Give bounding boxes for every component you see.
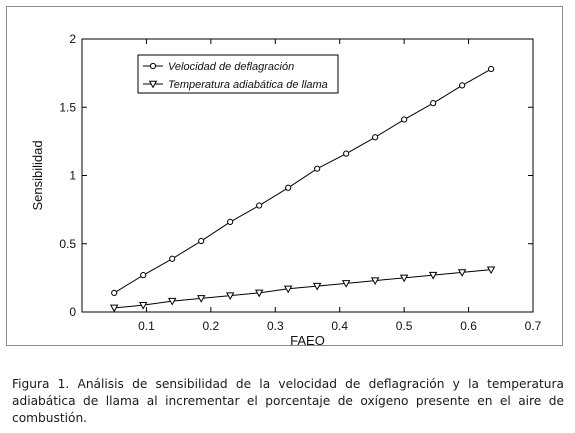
data-point-series-2 (109, 304, 119, 313)
data-point-series-1 (198, 237, 205, 245)
data-point-series-2 (428, 271, 438, 280)
legend-box (137, 54, 339, 94)
figure-frame: 0.1 0.2 0.3 0.4 0.5 0.6 0.7 0 0.5 1 1.5 2 FAEO Sensib… (6, 6, 563, 347)
data-point-series-2 (457, 269, 467, 277)
series-line-2 (114, 269, 492, 309)
data-point-series-1 (227, 218, 234, 226)
data-point-series-1 (169, 255, 176, 262)
y-tick-label: 1 (69, 169, 76, 183)
x-tick-label: 0.7 (525, 319, 542, 333)
data-point-series-2 (399, 274, 409, 283)
data-point-series-1 (285, 184, 292, 191)
data-point-series-2 (225, 292, 235, 301)
data-point-series-1 (459, 82, 466, 89)
data-point-series-2 (196, 295, 206, 303)
data-point-series-2 (138, 301, 148, 310)
data-point-series-2 (312, 282, 322, 291)
y-tick-label: 1.5 (59, 100, 76, 114)
x-tick-label: 0.5 (396, 319, 413, 333)
data-point-series-1 (372, 134, 379, 141)
legend-marker-1 (149, 62, 157, 70)
data-point-series-2 (486, 266, 496, 275)
data-point-series-2 (254, 289, 264, 298)
y-axis-label: Sensibilidad (30, 140, 45, 210)
data-point-series-1 (343, 150, 350, 157)
x-axis-label: FAEO (290, 333, 325, 347)
data-point-series-1 (314, 165, 321, 172)
data-point-series-1 (401, 116, 408, 123)
legend-label-1: Velocidad de deflagración (168, 61, 294, 73)
data-point-series-2 (283, 285, 293, 294)
figure-caption: Figura 1. Análisis de sensibilidad de la… (12, 377, 564, 425)
data-point-series-1 (140, 272, 147, 279)
y-tick-label: 0.5 (59, 237, 76, 251)
line-chart: 0.1 0.2 0.3 0.4 0.5 0.6 0.7 0 0.5 1 1.5 2 FAEO Sensib… (30, 32, 542, 347)
data-point-series-1 (111, 289, 118, 296)
data-point-series-1 (430, 100, 437, 107)
data-point-series-2 (167, 297, 177, 306)
legend-marker-2 (148, 80, 158, 89)
y-tick-label: 2 (69, 32, 76, 46)
x-tick-label: 0.2 (203, 319, 220, 333)
x-tick-label: 0.4 (331, 319, 348, 333)
legend-label-2: Temperatura adiabática de llama (168, 79, 328, 91)
x-tick-label: 0.1 (138, 319, 155, 333)
data-point-series-1 (256, 202, 263, 209)
series-line-1 (113, 68, 492, 294)
x-tick-label: 0.6 (460, 319, 477, 333)
x-tick-label: 0.3 (267, 319, 284, 333)
y-tick-label: 0 (69, 305, 76, 319)
data-point-series-2 (341, 280, 351, 288)
data-point-series-1 (488, 65, 495, 73)
data-point-series-2 (370, 277, 380, 286)
